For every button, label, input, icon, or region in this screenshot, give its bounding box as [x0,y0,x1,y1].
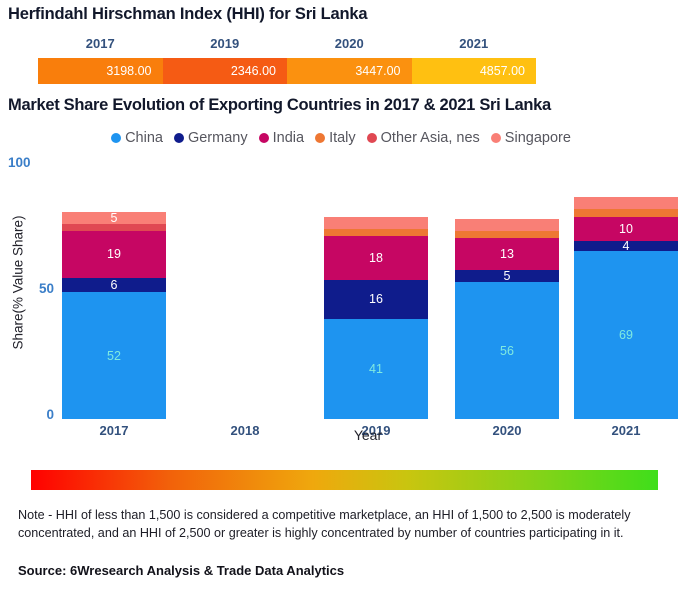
bar-stack[interactable]: 41 16 18 [324,216,428,419]
legend-dot-icon [173,133,184,143]
legend-dot-icon [111,133,122,143]
y-tick-0: 0 [46,407,54,422]
plot-area: Share(% Value Share) 100 50 0 52 6 19 5 2017… [0,155,682,443]
bar-stack[interactable]: 56 5 13 [455,218,559,419]
x-tick-label: 2020 [492,423,522,438]
legend-dot-icon [490,133,501,143]
hhi-segment: 4857.00 [411,58,536,84]
bar-segment[interactable]: 41 [324,318,428,419]
hhi-segment: 3447.00 [287,58,412,84]
y-tick-50: 50 [38,281,54,296]
bar-segment[interactable]: 19 [62,231,166,278]
legend-item[interactable]: India [258,130,305,146]
bar-segment[interactable] [324,216,428,229]
bar-segment[interactable]: 5 [455,270,559,283]
legend-label: Other Asia, nes [380,130,480,146]
bar-segment[interactable] [455,231,559,239]
x-axis-title: Year [353,427,383,443]
legend-dot-icon [315,133,326,143]
bar-slot: 52 6 19 5 [62,175,166,419]
bar-segment[interactable]: 10 [574,216,678,241]
x-tick-label: 2019 [361,423,391,438]
legend-label: Singapore [504,130,571,146]
footnote-text: Note - HHI of less than 1,500 is conside… [18,508,631,541]
hhi-year-label: 2019 [210,36,240,51]
bar-segment[interactable] [574,197,678,210]
legend-label: India [272,130,305,146]
bar-segment[interactable]: 56 [455,282,559,419]
bar-segment[interactable] [455,218,559,232]
x-tick-label: 2017 [99,423,129,438]
bar-segment[interactable]: 6 [62,277,166,293]
hhi-year-label: 2020 [334,36,364,51]
source-text: Source: 6Wresearch Analysis & Trade Data… [18,563,345,578]
hhi-segment: 3198.00 [38,58,163,84]
legend-dot-icon [258,133,269,143]
hhi-year-label: 2021 [459,36,489,51]
bar-slot: 41 16 18 [324,175,428,419]
bar-group: 52 6 19 5 2017 2018 41 16 18 2019 56 5 13 2020 69 4 10 20… [58,175,678,438]
bar-segment[interactable]: 52 [62,292,166,419]
bar-segment[interactable]: 5 [62,211,166,224]
bar-segment[interactable] [574,209,678,217]
bar-segment[interactable]: 4 [574,240,678,251]
concentration-gradient-bar [31,470,658,490]
bar-slot: 56 5 13 [455,175,559,419]
bar-segment[interactable]: 18 [324,236,428,280]
legend-label: Italy [329,130,356,146]
legend-label: Germany [187,130,248,146]
bar-segment[interactable] [62,223,166,232]
hhi-title: Herfindahl Hirschman Index (HHI) for Sri… [8,5,368,23]
legend-dot-icon [366,133,377,143]
bar-segment[interactable]: 16 [324,279,428,319]
hhi-year-labels: 2017 2019 2020 2021 [38,36,536,51]
x-tick-label: 2018 [230,423,260,438]
x-tick-label: 2021 [611,423,641,438]
bar-slot: 69 4 10 [574,175,678,419]
bar-slot [193,175,297,419]
legend-item[interactable]: China [111,130,163,146]
legend-item[interactable]: Other Asia, nes [366,130,480,146]
hhi-year-label: 2017 [85,36,115,51]
bar-stack[interactable]: 52 6 19 5 [62,211,166,419]
legend-item[interactable]: Singapore [490,130,571,146]
hhi-value-bar: 3198.00 2346.00 3447.00 4857.00 [38,58,536,84]
chart-legend: China Germany India Italy Other Asia, nes Sin… [0,130,682,146]
hhi-segment: 2346.00 [162,58,287,84]
bar-segment[interactable] [324,228,428,237]
legend-item[interactable]: Germany [173,130,248,146]
bar-stack[interactable]: 69 4 10 [574,197,678,419]
y-tick-100: 100 [8,155,31,170]
legend-item[interactable]: Italy [315,130,356,146]
bar-segment[interactable]: 13 [455,238,559,271]
bar-segment[interactable]: 69 [574,250,678,419]
market-share-title: Market Share Evolution of Exporting Coun… [8,96,551,114]
legend-label: China [125,130,163,146]
